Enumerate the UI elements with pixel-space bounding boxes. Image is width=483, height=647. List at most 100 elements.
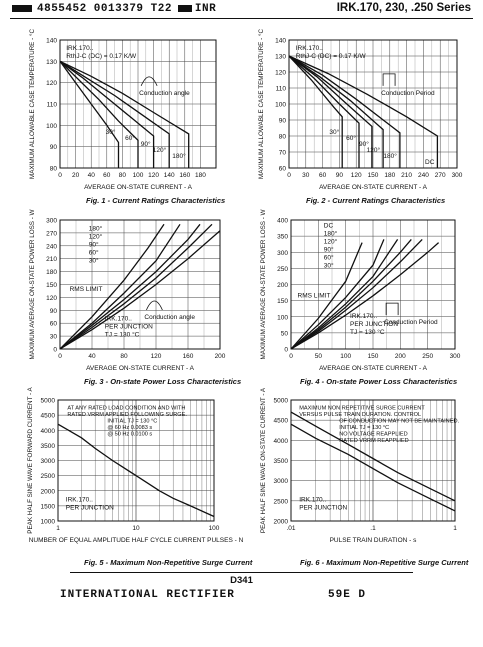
plot-frame: [290, 219, 456, 350]
x-tick-label: 50: [315, 353, 323, 360]
y-tick-label: 30: [50, 334, 58, 341]
series-line: [290, 239, 385, 350]
note-line: IRK.170..: [296, 45, 323, 52]
note-line: PER JUNCTION: [66, 505, 114, 512]
note-line: PER JUNCTION: [299, 505, 347, 512]
x-axis-label: AVERAGE ON-STATE CURRENT - A: [86, 365, 195, 372]
caption-fig2: Fig. 2 - Current Ratings Characteristics: [306, 196, 446, 205]
x-tick-label: 180: [384, 172, 395, 179]
x-tick-label: .01: [286, 525, 295, 532]
series-label: 120°: [153, 146, 167, 154]
series-line: [59, 223, 213, 350]
series-line: [288, 55, 343, 168]
note-line: TJ = 130 °C: [105, 331, 140, 339]
x-tick-label: 150: [368, 353, 379, 360]
series-label: 180°: [172, 152, 186, 160]
x-tick-label: 0: [287, 172, 291, 179]
x-tick-label: 300: [452, 172, 463, 179]
header-code: 4855452 0013379 T22 INR: [12, 3, 216, 15]
note-line: PER JUNCTION: [350, 321, 398, 328]
series-label: 60°: [125, 134, 135, 142]
legend-label: 180°: [324, 230, 338, 238]
y-tick-label: 100: [46, 123, 57, 130]
inset-label: Conduction Period: [381, 90, 435, 97]
legend-label: 60°: [89, 248, 99, 256]
company-name: INTERNATIONAL RECTIFIER: [60, 589, 235, 601]
legend-label: 90°: [324, 246, 334, 254]
legend-label: 90°: [89, 240, 99, 248]
y-tick-label: 120: [46, 295, 57, 302]
x-tick-label: 210: [401, 172, 412, 179]
x-tick-label: 1: [453, 525, 457, 532]
series-line: [290, 411, 456, 502]
x-tick-label: 160: [183, 353, 194, 360]
series-line: [59, 60, 155, 168]
note-line: RthJ-C (DC) = 0.17 K/W: [66, 53, 137, 60]
chart-fig5: 1000 1500 2000 2500 3000 3500 4000 4500 5000 1 10 1…: [27, 386, 244, 544]
x-tick-label: 100: [340, 353, 351, 360]
header-rule: [10, 18, 473, 19]
footer-rule: [70, 572, 413, 573]
series-line: [290, 239, 399, 350]
y-tick-label: 150: [277, 298, 288, 305]
series-line: [288, 55, 360, 168]
y-tick-label: 300: [277, 250, 288, 257]
x-tick-label: 300: [450, 353, 461, 360]
x-tick-label: 80: [119, 172, 127, 179]
series-label: 30°: [106, 128, 116, 136]
y-axis-label: MAXIMUM AVERAGE ON-STATE POWER LOSS - W: [29, 209, 36, 359]
x-tick-label: 40: [88, 172, 96, 179]
page-id: D341: [230, 575, 253, 586]
y-tick-label: 180: [46, 269, 57, 276]
y-tick-label: 70: [279, 150, 287, 157]
y-tick-label: 60: [50, 321, 58, 328]
y-tick-label: 2500: [41, 473, 56, 480]
inset-label: Conduction Period: [384, 319, 438, 326]
caption-fig3: Fig. 3 - On-state Power Loss Characteris…: [84, 377, 242, 386]
annotation-line: RATED VRRM APPLIED FOLLOWING SURGE.: [67, 412, 187, 418]
rms-limit-label: RMS LIMIT: [298, 292, 331, 299]
x-tick-label: 100: [209, 525, 220, 532]
series-line: [288, 55, 373, 168]
caption-fig1: Fig. 1 - Current Ratings Characteristics: [86, 196, 226, 205]
y-tick-label: 200: [277, 282, 288, 289]
y-tick-label: 50: [281, 330, 289, 337]
conduction-angle-icon: [146, 300, 163, 311]
x-tick-label: 60: [319, 172, 327, 179]
legend-label: 30°: [89, 256, 99, 264]
x-tick-label: 250: [422, 353, 433, 360]
x-tick-label: 40: [88, 353, 96, 360]
series-label: 120°: [367, 146, 381, 154]
x-tick-label: 80: [120, 353, 128, 360]
x-tick-label: .1: [370, 525, 376, 532]
y-tick-label: 130: [275, 54, 286, 61]
y-tick-label: 150: [46, 282, 57, 289]
legend-label: 60°: [324, 254, 334, 262]
y-tick-label: 120: [275, 70, 286, 77]
document-header: 4855452 0013379 T22 INR IRK.170, 230, .25…: [0, 0, 483, 24]
annotation-line: @ 50 Hz 0.0100 s: [107, 432, 152, 438]
doc-code: 59E D: [328, 589, 367, 601]
y-tick-label: 4500: [274, 418, 289, 425]
annotation-line: OF CONDUCTION MAY NOT BE MAINTAINED.: [339, 419, 459, 425]
x-tick-label: 120: [151, 353, 162, 360]
annotation-line: AT ANY RATED LOAD CONDITION AND WITH: [67, 406, 185, 412]
y-axis-label: PEAK HALF SINE WAVE FORWARD CURRENT - A: [27, 386, 34, 533]
y-tick-label: 250: [277, 266, 288, 273]
note-line: RthJ-C (DC) = 0.17 K/W: [296, 53, 367, 60]
note-line: IRK.170..: [299, 497, 326, 504]
y-tick-label: 3500: [41, 443, 56, 450]
series-line: [59, 230, 221, 350]
legend-label: 120°: [89, 232, 103, 240]
y-tick-label: 5000: [274, 398, 289, 405]
y-tick-label: 4000: [274, 438, 289, 445]
y-tick-label: 3000: [274, 478, 289, 485]
y-tick-label: 1000: [41, 519, 56, 526]
note-line: IRK.170..: [105, 316, 132, 323]
y-tick-label: 3000: [41, 458, 56, 465]
y-axis-label: PEAK HALF SINE WAVE ON-STATE CURRENT - A: [260, 387, 267, 533]
x-axis-label: AVERAGE ON-STATE CURRENT - A: [84, 184, 193, 191]
series-label: 180°: [383, 152, 397, 160]
note-line: IRK.170..: [66, 497, 93, 504]
note-line: IRK.170..: [66, 45, 93, 52]
